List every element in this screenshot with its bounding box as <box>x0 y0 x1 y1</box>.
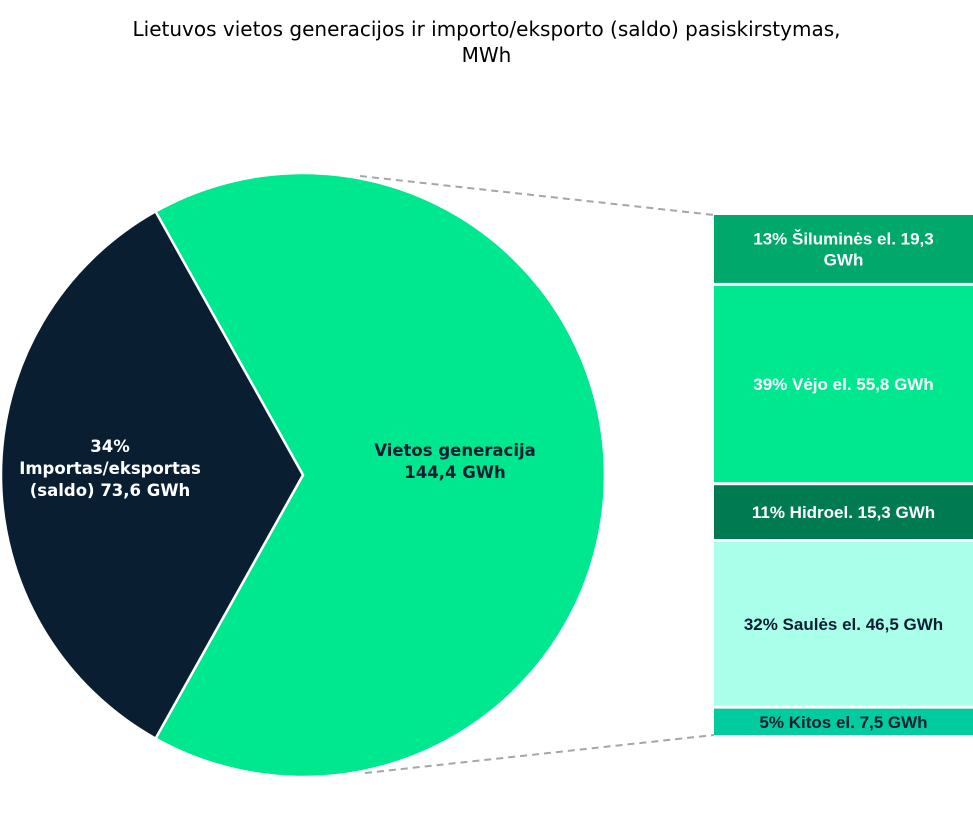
connector-line-bottom <box>364 734 715 774</box>
pie-label-importas-eksportas-saldo-line-1: 34% <box>90 437 130 456</box>
bar-segment-saules-el <box>714 542 973 706</box>
bar-label-silumines-el-line-2: GWh <box>824 250 864 269</box>
pie-label-vietos-generacija-line-1: Vietos generacija <box>374 441 536 460</box>
bar-segment-silumines-el <box>714 215 973 283</box>
chart-title: Lietuvos vietos generacijos ir importo/e… <box>132 17 841 67</box>
bar-segment-hidroel <box>714 485 973 540</box>
pie-label-vietos-generacija-line-2: 144,4 GWh <box>404 463 505 482</box>
pie-slice-importas-eksportas-saldo <box>0 210 305 740</box>
pie-label-importas-eksportas-saldo-line-2: Importas/eksportas <box>19 459 201 478</box>
bar-segment-vejo-el <box>714 285 973 483</box>
pie-slice-vietos-generacija <box>154 171 607 779</box>
bar-label-saules-el-line-1: 32% Saulės el. 46,5 GWh <box>744 615 943 634</box>
bar-label-vejo-el-line-1: 39% Vėjo el. 55,8 GWh <box>753 375 933 394</box>
bar-label-silumines-el-line-1: 13% Šiluminės el. 19,3 <box>753 229 933 248</box>
bar-segment-kitos-el <box>714 708 973 735</box>
bar-label-kitos-el-line-1: 5% Kitos el. 7,5 GWh <box>759 713 927 732</box>
bar-label-hidroel-line-1: 11% Hidroel. 15,3 GWh <box>752 503 935 522</box>
pie-label-importas-eksportas-saldo-line-3: (saldo) 73,6 GWh <box>30 481 191 500</box>
